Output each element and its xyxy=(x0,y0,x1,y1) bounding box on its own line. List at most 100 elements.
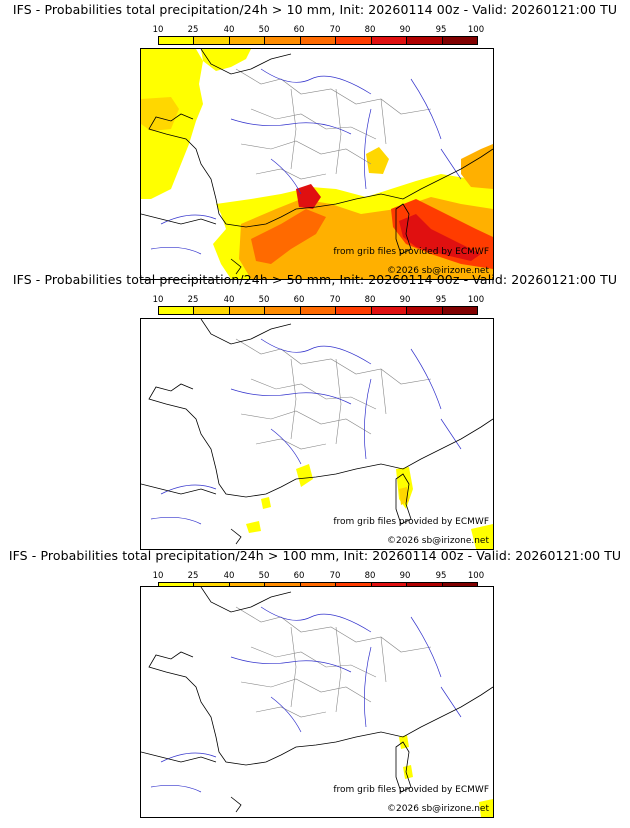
colorbar-swatch xyxy=(336,37,372,44)
colorbar-label: 70 xyxy=(329,571,341,581)
colorbar-label: 25 xyxy=(187,295,199,305)
colorbar-label: 10 xyxy=(152,25,164,35)
precip-area-southwest xyxy=(246,521,261,533)
river-line xyxy=(150,338,462,525)
colorbar-label: 95 xyxy=(435,295,447,305)
precip-area-gulf xyxy=(296,464,313,487)
colorbar-label: 100 xyxy=(467,25,485,35)
panel-10mm: IFS - Probabilities total precipitation/… xyxy=(0,0,630,280)
coastline xyxy=(141,49,493,275)
colorbar-swatch xyxy=(371,37,408,44)
coast-line xyxy=(141,49,493,275)
colorbar-swatch xyxy=(159,37,195,44)
colorbar-label: 100 xyxy=(467,571,485,581)
colorbar-swatch xyxy=(300,307,337,314)
precip-area-southeast xyxy=(471,524,493,549)
colorbar-label: 70 xyxy=(329,25,341,35)
colorbar-swatch xyxy=(265,307,301,314)
colorbar-swatch xyxy=(265,37,301,44)
panel-50mm: IFS - Probabilities total precipitation/… xyxy=(0,270,630,550)
rivers xyxy=(150,68,462,255)
colorbar-label: 40 xyxy=(223,295,235,305)
probability-map: from grib files provided by ECMWF ©2026 … xyxy=(140,586,494,818)
colorbar-label: 25 xyxy=(187,25,199,35)
precip-area-alps xyxy=(366,147,389,174)
colorbar-label: 60 xyxy=(293,25,305,35)
rivers xyxy=(150,606,462,793)
precip-shading xyxy=(246,464,493,549)
colorbar-label: 40 xyxy=(223,571,235,581)
precip-area-east xyxy=(461,144,493,189)
border-line xyxy=(235,338,432,450)
colorbar-swatches xyxy=(158,36,478,45)
colorbar-swatch xyxy=(442,37,477,44)
colorbar-swatch xyxy=(407,307,443,314)
data-source-credit: from grib files provided by ECMWF xyxy=(333,247,489,257)
colorbar-label: 50 xyxy=(258,25,270,35)
map-canvas xyxy=(141,49,493,279)
colorbar-label: 90 xyxy=(399,295,411,305)
colorbar-label: 70 xyxy=(329,295,341,305)
copyright-credit: ©2026 sb@irizone.net xyxy=(387,266,489,276)
border-line xyxy=(235,606,432,718)
colorbar-swatch xyxy=(229,307,266,314)
map-canvas xyxy=(141,319,493,549)
precip-shading xyxy=(399,735,493,817)
precip-area-south-red xyxy=(251,209,326,264)
probability-map: from grib files provided by ECMWF ©2026 … xyxy=(140,48,494,280)
precip-area-gulf xyxy=(296,184,321,209)
colorbar-label: 25 xyxy=(187,571,199,581)
colorbar-swatch xyxy=(336,307,372,314)
colorbar-label: 40 xyxy=(223,25,235,35)
rivers xyxy=(150,338,462,525)
probability-map: from grib files provided by ECMWF ©2026 … xyxy=(140,318,494,550)
river-line xyxy=(150,606,462,793)
colorbar-label: 90 xyxy=(399,571,411,581)
precip-area-brittany xyxy=(141,97,179,131)
panel-title: IFS - Probabilities total precipitation/… xyxy=(12,2,618,17)
colorbar-label: 10 xyxy=(152,295,164,305)
coastline xyxy=(141,319,493,545)
colorbar-swatch xyxy=(442,307,477,314)
panel-title: IFS - Probabilities total precipitation/… xyxy=(12,272,618,287)
colorbar-label: 95 xyxy=(435,25,447,35)
colorbar-label: 10 xyxy=(152,571,164,581)
colorbar-label: 100 xyxy=(467,295,485,305)
colorbar-swatch xyxy=(300,37,337,44)
borders xyxy=(235,68,432,180)
colorbar-swatch xyxy=(371,307,408,314)
precip-area-corsica xyxy=(399,735,409,749)
colorbar-label: 80 xyxy=(364,25,376,35)
colorbar-swatch xyxy=(159,307,195,314)
river-line xyxy=(150,68,462,255)
colorbar-swatch xyxy=(194,37,230,44)
coast-line xyxy=(141,587,493,813)
colorbar-label: 95 xyxy=(435,571,447,581)
colorbar: 10 25 40 50 60 70 80 90 95 100 xyxy=(140,25,492,50)
colorbar-label: 60 xyxy=(293,295,305,305)
copyright-credit: ©2026 sb@irizone.net xyxy=(387,536,489,546)
precip-area-corsica-core xyxy=(399,214,481,261)
colorbar-label: 80 xyxy=(364,295,376,305)
borders xyxy=(235,606,432,718)
colorbar-swatch xyxy=(194,307,230,314)
panel-title: IFS - Probabilities total precipitation/… xyxy=(8,548,622,563)
colorbar-labels: 10 25 40 50 60 70 80 90 95 100 xyxy=(140,295,492,306)
colorbar-swatch xyxy=(407,37,443,44)
data-source-credit: from grib files provided by ECMWF xyxy=(333,785,489,795)
colorbar-label: 50 xyxy=(258,295,270,305)
colorbar-labels: 10 25 40 50 60 70 80 90 95 100 xyxy=(140,25,492,36)
colorbar-swatch xyxy=(229,37,266,44)
borders xyxy=(235,338,432,450)
precip-shading xyxy=(141,49,493,279)
data-source-credit: from grib files provided by ECMWF xyxy=(333,517,489,527)
colorbar-swatches xyxy=(158,306,478,315)
precip-area-west xyxy=(261,497,271,509)
coast-line xyxy=(141,319,493,545)
precip-area-corsica-south xyxy=(403,765,413,779)
colorbar-labels: 10 25 40 50 60 70 80 90 95 100 xyxy=(140,571,492,582)
colorbar-label: 50 xyxy=(258,571,270,581)
colorbar: 10 25 40 50 60 70 80 90 95 100 xyxy=(140,295,492,320)
colorbar-label: 60 xyxy=(293,571,305,581)
border-line xyxy=(235,68,432,180)
